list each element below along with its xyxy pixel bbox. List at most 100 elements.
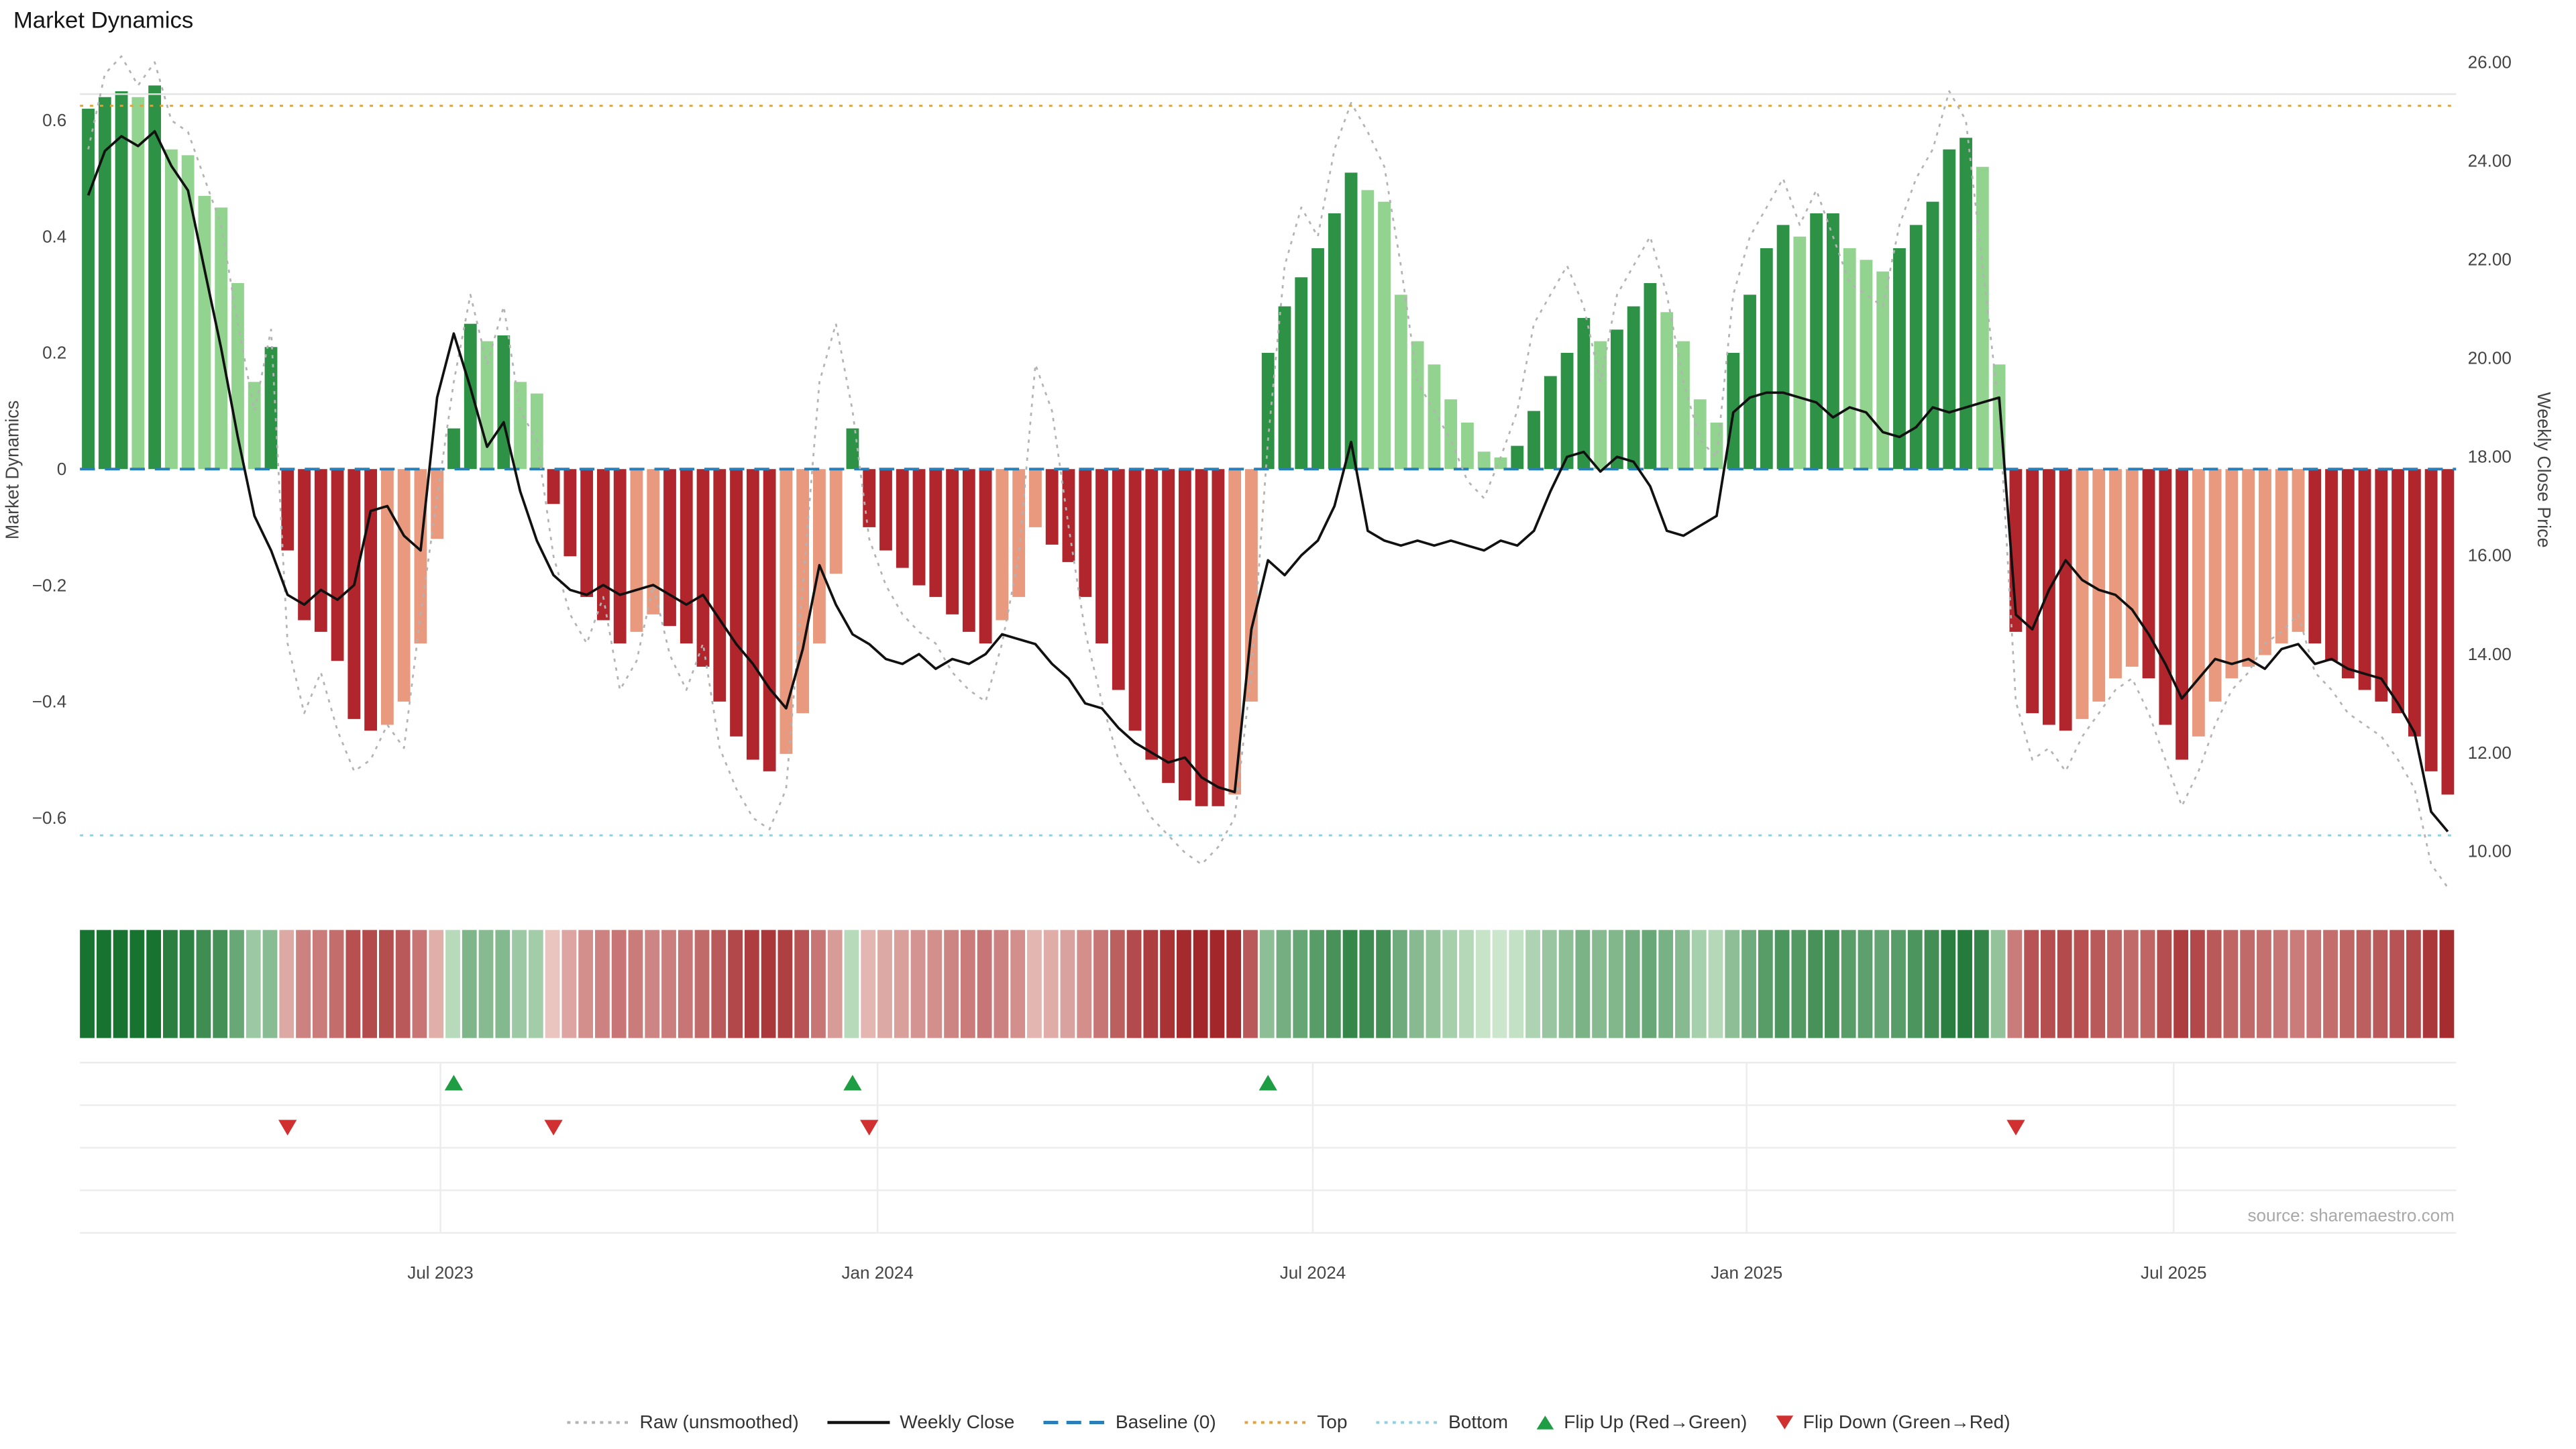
dynamics-bar xyxy=(796,469,810,714)
heatmap-cell xyxy=(2422,930,2438,1038)
heatmap-cell xyxy=(1957,930,1972,1038)
dynamics-bar xyxy=(1760,248,1773,470)
heatmap-cell xyxy=(595,930,610,1038)
top-line-glyph xyxy=(1244,1421,1307,1424)
dynamics-bar xyxy=(1544,376,1557,470)
baseline-glyph xyxy=(1043,1420,1106,1424)
heatmap-cell xyxy=(379,930,394,1038)
heatmap-cell xyxy=(462,930,477,1038)
heatmap-cell xyxy=(2041,930,2055,1038)
dynamics-bar xyxy=(2424,469,2438,771)
dynamics-bar xyxy=(198,196,211,470)
heatmap-cell xyxy=(1858,930,1873,1038)
heatmap-cell xyxy=(246,930,261,1038)
legend-label: Flip Down (Green→Red) xyxy=(1803,1411,2010,1433)
heatmap-cell xyxy=(861,930,876,1038)
heatmap-cell xyxy=(2174,930,2188,1038)
heatmap-cell xyxy=(1758,930,1773,1038)
heatmap-cell xyxy=(1342,930,1358,1038)
flip-up-marker xyxy=(1258,1075,1277,1091)
dynamics-bar xyxy=(846,428,859,470)
heatmap-cell xyxy=(1609,930,1623,1038)
heatmap-cell xyxy=(1525,930,1540,1038)
dynamics-bar xyxy=(713,469,727,702)
left-tick-label: 0.6 xyxy=(42,111,66,130)
raw-polyline xyxy=(87,55,2449,888)
legend-item-bottom[interactable]: Bottom xyxy=(1375,1411,1508,1433)
heatmap-cell xyxy=(2024,930,2039,1038)
heatmap-cell xyxy=(512,930,527,1038)
legend-item-baseline[interactable]: Baseline (0) xyxy=(1042,1411,1216,1433)
heatmap-cell xyxy=(2206,930,2222,1038)
dynamics-bar xyxy=(597,469,610,621)
source-note: source: sharemaestro.com xyxy=(2247,1207,2454,1226)
dynamics-bar xyxy=(1344,172,1358,470)
right-tick-label: 16.00 xyxy=(2468,547,2512,566)
heatmap-cell xyxy=(2057,930,2072,1038)
dynamics-bar xyxy=(1710,422,1723,470)
dynamics-bar xyxy=(464,323,477,470)
dynamics-bar xyxy=(780,469,793,754)
heatmap-cell xyxy=(196,930,211,1038)
dynamics-bar xyxy=(1627,306,1640,470)
heatmap-cell xyxy=(1043,930,1059,1038)
heatmap-cell xyxy=(1243,930,1258,1038)
dynamics-bar xyxy=(447,428,460,470)
heatmap-cell xyxy=(2257,930,2271,1038)
market-dynamics-chart[interactable]: Market Dynamics 0.6 0.4 0.2 0 −0.2 −0.4 −0.6 2… xyxy=(0,0,2576,1310)
heatmap-cell xyxy=(1193,930,1208,1038)
heatmap-cell xyxy=(1010,930,1026,1038)
heatmap-cell xyxy=(761,930,776,1038)
heatmap-cell xyxy=(827,930,843,1038)
heatmap-strip xyxy=(80,930,2455,1038)
dynamics-bar xyxy=(730,469,743,737)
heatmap-cell xyxy=(1509,930,1524,1038)
heatmap-cell xyxy=(578,930,594,1038)
weekly-close-polyline xyxy=(87,129,2449,833)
dynamics-bar xyxy=(1378,201,1391,470)
dynamics-bar xyxy=(314,469,327,632)
legend-label: Baseline (0) xyxy=(1115,1411,1216,1433)
dynamics-bar xyxy=(1212,469,1225,806)
heatmap-cell xyxy=(1691,930,1707,1038)
dynamics-bar xyxy=(1278,306,1291,470)
chart-legend: Raw (unsmoothed) Weekly Close Baseline (… xyxy=(0,1310,2576,1449)
heatmap-cell xyxy=(2356,930,2371,1038)
dynamics-bar xyxy=(580,469,594,597)
flip-markers xyxy=(278,1075,2025,1136)
reference-lines xyxy=(80,93,2457,837)
dynamics-bar xyxy=(2076,469,2089,719)
heatmap-cell xyxy=(312,930,327,1038)
legend-item-weekly-close[interactable]: Weekly Close xyxy=(826,1411,1014,1433)
heatmap-cell xyxy=(345,930,361,1038)
heatmap-cell xyxy=(728,930,743,1038)
heatmap-cell xyxy=(2123,930,2139,1038)
heatmap-cell xyxy=(545,930,560,1038)
dynamics-bar xyxy=(164,149,178,470)
heatmap-cell xyxy=(2306,930,2322,1038)
dynamics-bar xyxy=(148,85,162,470)
heatmap-cell xyxy=(927,930,943,1038)
dynamics-bar xyxy=(2009,469,2023,632)
heatmap-cell xyxy=(1791,930,1807,1038)
heatmap-cell xyxy=(977,930,992,1038)
legend-item-flip-up[interactable]: Flip Up (Red→Green) xyxy=(1535,1411,1747,1433)
page-title: Market Dynamics xyxy=(13,8,193,34)
heatmap-cell xyxy=(1990,930,2006,1038)
heatmap-cell xyxy=(412,930,427,1038)
legend-item-raw[interactable]: Raw (unsmoothed) xyxy=(566,1411,799,1433)
dynamics-bar xyxy=(1328,213,1341,470)
dynamics-bar xyxy=(1511,445,1524,470)
dynamics-bar xyxy=(1112,469,1125,690)
right-tick-label: 14.00 xyxy=(2468,645,2512,664)
dynamics-bar xyxy=(2341,469,2355,679)
dynamics-bar xyxy=(696,469,710,667)
flip-down-marker xyxy=(544,1120,563,1136)
heatmap-cell xyxy=(229,930,244,1038)
legend-item-top[interactable]: Top xyxy=(1243,1411,1348,1433)
dynamics-bar xyxy=(647,469,660,614)
dynamics-bar xyxy=(896,469,909,568)
x-tick-label: Jul 2024 xyxy=(1280,1264,1346,1283)
x-tick-label: Jan 2024 xyxy=(842,1264,914,1283)
legend-item-flip-down[interactable]: Flip Down (Green→Red) xyxy=(1774,1411,2010,1433)
